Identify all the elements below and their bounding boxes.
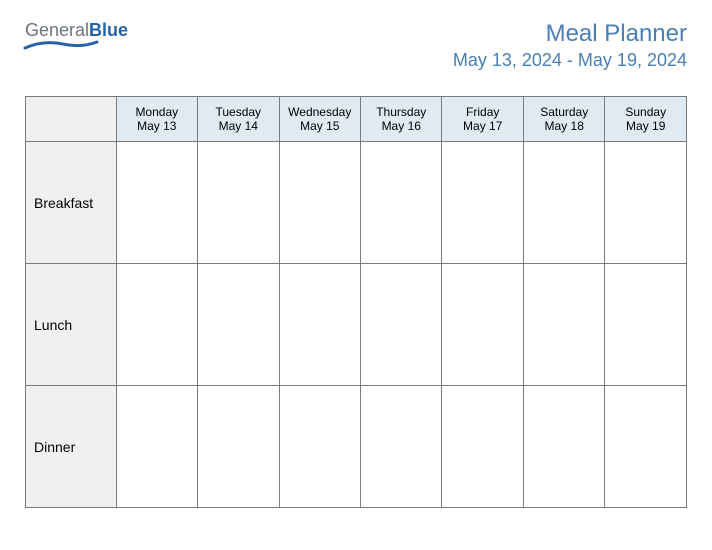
day-name: Tuesday	[202, 105, 274, 119]
row-header-dinner: Dinner	[26, 386, 117, 508]
meal-cell[interactable]	[198, 264, 279, 386]
header: GeneralBlue Meal Planner May 13, 2024 - …	[25, 20, 687, 71]
day-date: May 17	[446, 119, 518, 133]
col-header-saturday: Saturday May 18	[523, 97, 604, 142]
meal-cell[interactable]	[198, 386, 279, 508]
col-header-tuesday: Tuesday May 14	[198, 97, 279, 142]
day-name: Friday	[446, 105, 518, 119]
logo-text-blue: Blue	[89, 20, 128, 40]
corner-cell	[26, 97, 117, 142]
row-header-breakfast: Breakfast	[26, 142, 117, 264]
day-name: Thursday	[365, 105, 437, 119]
meal-cell[interactable]	[198, 142, 279, 264]
meal-cell[interactable]	[361, 386, 442, 508]
table-row-dinner: Dinner	[26, 386, 687, 508]
col-header-friday: Friday May 17	[442, 97, 523, 142]
day-date: May 18	[528, 119, 600, 133]
meal-cell[interactable]	[361, 264, 442, 386]
table-row-breakfast: Breakfast	[26, 142, 687, 264]
day-date: May 13	[121, 119, 193, 133]
logo: GeneralBlue	[25, 20, 128, 41]
day-name: Monday	[121, 105, 193, 119]
day-name: Sunday	[609, 105, 682, 119]
meal-cell[interactable]	[523, 264, 604, 386]
day-name: Wednesday	[284, 105, 356, 119]
day-date: May 19	[609, 119, 682, 133]
meal-planner-table: Monday May 13 Tuesday May 14 Wednesday M…	[25, 96, 687, 508]
title-block: Meal Planner May 13, 2024 - May 19, 2024	[453, 20, 687, 71]
meal-cell[interactable]	[442, 264, 523, 386]
col-header-monday: Monday May 13	[116, 97, 197, 142]
col-header-wednesday: Wednesday May 15	[279, 97, 360, 142]
col-header-thursday: Thursday May 16	[361, 97, 442, 142]
logo-text-general: General	[25, 20, 89, 40]
meal-cell[interactable]	[605, 264, 687, 386]
header-row: Monday May 13 Tuesday May 14 Wednesday M…	[26, 97, 687, 142]
day-date: May 15	[284, 119, 356, 133]
meal-cell[interactable]	[523, 142, 604, 264]
meal-cell[interactable]	[116, 142, 197, 264]
swoosh-icon	[23, 38, 99, 54]
meal-cell[interactable]	[279, 386, 360, 508]
meal-cell[interactable]	[279, 264, 360, 386]
table-row-lunch: Lunch	[26, 264, 687, 386]
meal-cell[interactable]	[442, 386, 523, 508]
meal-cell[interactable]	[116, 386, 197, 508]
meal-cell[interactable]	[523, 386, 604, 508]
day-date: May 16	[365, 119, 437, 133]
meal-cell[interactable]	[279, 142, 360, 264]
row-header-lunch: Lunch	[26, 264, 117, 386]
meal-cell[interactable]	[116, 264, 197, 386]
day-date: May 14	[202, 119, 274, 133]
meal-cell[interactable]	[605, 142, 687, 264]
meal-cell[interactable]	[605, 386, 687, 508]
page-title: Meal Planner	[453, 20, 687, 48]
date-range: May 13, 2024 - May 19, 2024	[453, 50, 687, 71]
meal-cell[interactable]	[361, 142, 442, 264]
day-name: Saturday	[528, 105, 600, 119]
meal-cell[interactable]	[442, 142, 523, 264]
col-header-sunday: Sunday May 19	[605, 97, 687, 142]
